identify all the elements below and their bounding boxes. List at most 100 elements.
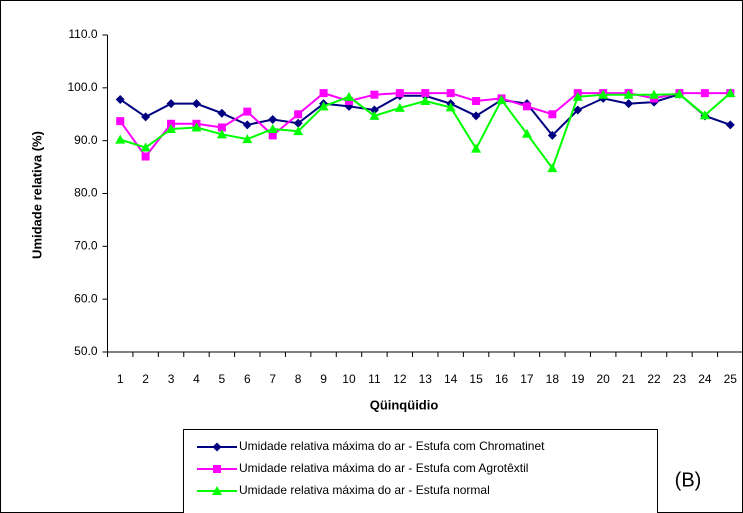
x-tick-label: 8 (295, 372, 302, 386)
data-point (472, 97, 481, 106)
x-tick-label: 2 (142, 372, 149, 386)
data-point (166, 124, 177, 134)
x-tick-label: 12 (393, 372, 407, 386)
data-point (674, 89, 685, 99)
data-point (268, 131, 277, 140)
data-point (318, 101, 329, 111)
data-point (471, 111, 481, 121)
data-point (344, 97, 353, 106)
data-point (191, 122, 202, 132)
x-tick-label: 1 (117, 372, 124, 386)
x-tick-label: 13 (419, 372, 433, 386)
data-point (547, 163, 558, 173)
y-tick-label: 70.0 (74, 239, 98, 253)
data-point (116, 117, 125, 126)
data-point (369, 110, 380, 120)
data-point (141, 152, 150, 161)
data-point (445, 102, 456, 112)
legend-marker (213, 465, 221, 473)
data-point (141, 112, 151, 122)
y-axis-label: Umidade relativa (%) (29, 131, 44, 259)
data-point (421, 89, 430, 98)
x-tick-label: 6 (244, 372, 251, 386)
data-point (370, 90, 379, 99)
data-point (319, 89, 328, 98)
data-point (573, 105, 583, 115)
x-tick-label: 4 (193, 372, 200, 386)
data-point (115, 134, 126, 144)
data-point (547, 130, 557, 140)
data-point (217, 108, 227, 118)
x-tick-label: 14 (444, 372, 458, 386)
data-point (725, 88, 736, 98)
data-point (267, 124, 278, 134)
data-point (294, 110, 303, 119)
data-point (548, 110, 557, 119)
x-tick-label: 23 (673, 372, 687, 386)
data-point (471, 143, 482, 153)
legend-marker (212, 442, 222, 452)
data-point (140, 142, 151, 152)
x-tick-label: 17 (520, 372, 534, 386)
x-tick-label: 9 (320, 372, 327, 386)
data-point (369, 105, 379, 115)
data-point (649, 89, 660, 99)
data-point (242, 120, 252, 130)
x-axis-label: Qüinqüidio (370, 397, 439, 412)
data-point (343, 91, 354, 101)
data-point (522, 102, 531, 111)
x-tick-label: 25 (724, 372, 738, 386)
data-point (216, 129, 227, 139)
legend-marker (212, 486, 222, 495)
x-tick-label: 18 (546, 372, 560, 386)
data-point (420, 96, 431, 106)
data-point (521, 128, 532, 138)
data-point (394, 102, 405, 112)
y-tick-label: 100.0 (67, 80, 97, 94)
data-point (293, 118, 303, 128)
data-point (191, 99, 201, 109)
data-point (395, 89, 404, 98)
data-point (166, 99, 176, 109)
data-point (217, 123, 226, 132)
legend-label: Umidade relativa máxima do ar - Estufa n… (239, 483, 490, 497)
y-tick-label: 80.0 (74, 186, 98, 200)
y-tick-label: 110.0 (68, 27, 97, 41)
data-point (243, 107, 252, 116)
data-point (268, 115, 278, 125)
x-tick-label: 10 (342, 372, 356, 386)
legend-label: Umidade relativa máxima do ar - Estufa c… (239, 439, 545, 453)
x-tick-label: 11 (368, 372, 381, 386)
legend-box (183, 429, 658, 513)
x-tick-label: 20 (597, 372, 611, 386)
data-point (598, 89, 609, 99)
data-point (167, 119, 176, 128)
data-point (624, 99, 634, 109)
x-tick-label: 7 (269, 372, 276, 386)
x-tick-label: 3 (168, 372, 175, 386)
data-point (700, 89, 709, 98)
x-tick-label: 16 (495, 372, 509, 386)
legend-label: Umidade relativa máxima do ar - Estufa c… (239, 461, 528, 475)
x-tick-label: 24 (698, 372, 712, 386)
x-tick-label: 22 (647, 372, 661, 386)
x-tick-label: 5 (219, 372, 226, 386)
x-tick-label: 15 (469, 372, 483, 386)
data-point (242, 134, 253, 144)
data-point (623, 89, 634, 99)
data-point (293, 126, 304, 136)
data-point (115, 94, 125, 104)
y-tick-label: 90.0 (74, 133, 98, 147)
x-tick-label: 21 (622, 372, 636, 386)
y-tick-label: 60.0 (74, 291, 98, 305)
annotation: (B) (675, 469, 702, 491)
data-point (725, 120, 735, 130)
data-point (446, 89, 455, 98)
x-tick-label: 19 (571, 372, 585, 386)
data-point (699, 110, 710, 120)
data-point (572, 91, 583, 101)
data-point (496, 94, 507, 104)
